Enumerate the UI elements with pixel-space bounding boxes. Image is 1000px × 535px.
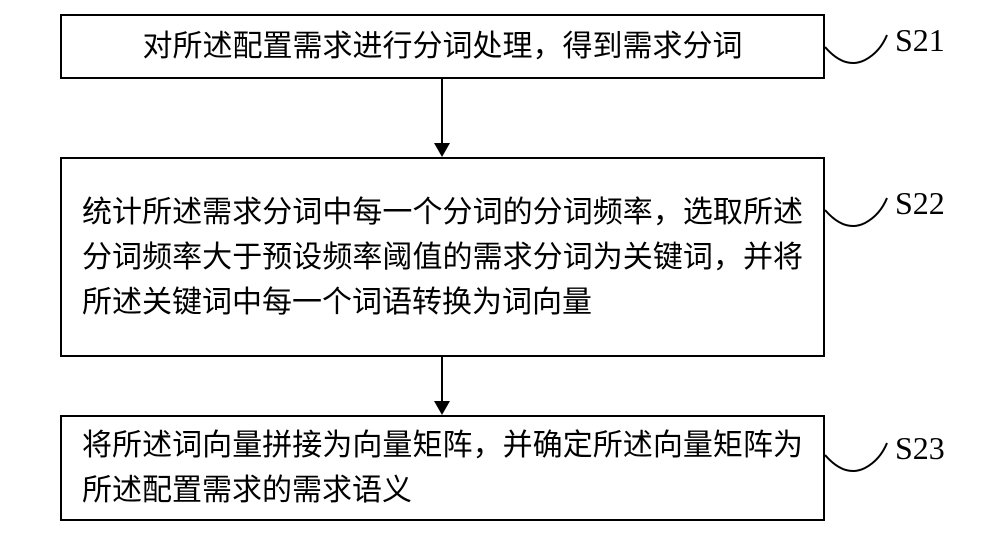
connector-curve-2 [825, 193, 895, 233]
connector-curve-1 [825, 30, 895, 70]
flowchart-box-1: 对所述配置需求进行分词处理，得到需求分词 [60, 14, 825, 79]
connector-curve-3 [825, 438, 895, 478]
step-label-2: S22 [895, 185, 945, 222]
flowchart-arrow-2 [434, 357, 450, 415]
flowchart-box-3-text: 将所述词向量拼接为向量矩阵，并确定所述向量矩阵为所述配置需求的需求语义 [82, 423, 803, 513]
flowchart-box-3: 将所述词向量拼接为向量矩阵，并确定所述向量矩阵为所述配置需求的需求语义 [60, 415, 825, 521]
flowchart-container: 对所述配置需求进行分词处理，得到需求分词 S21 统计所述需求分词中每一个分词的… [0, 0, 1000, 535]
flowchart-box-1-text: 对所述配置需求进行分词处理，得到需求分词 [143, 24, 743, 69]
step-label-3: S23 [895, 430, 945, 467]
step-label-1: S21 [895, 22, 945, 59]
flowchart-box-2-text: 统计所述需求分词中每一个分词的分词频率，选取所述分词频率大于预设频率阈值的需求分… [82, 190, 803, 325]
flowchart-arrow-1 [434, 79, 450, 157]
flowchart-box-2: 统计所述需求分词中每一个分词的分词频率，选取所述分词频率大于预设频率阈值的需求分… [60, 157, 825, 357]
